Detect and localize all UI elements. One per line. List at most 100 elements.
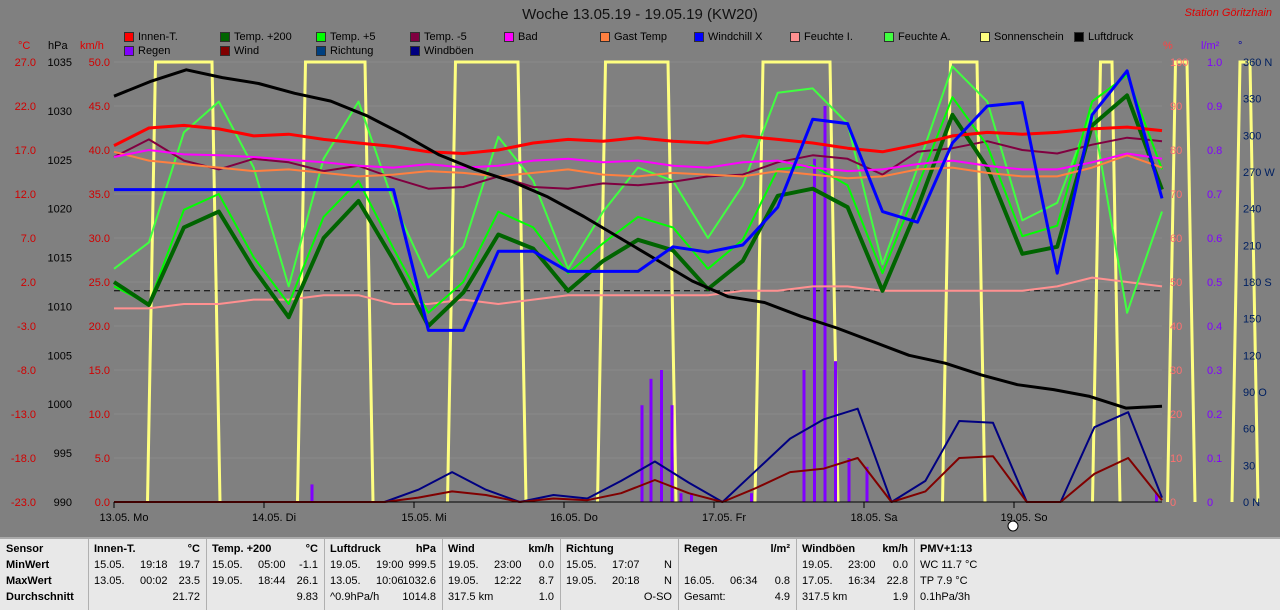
stat-cell: WC 11.7 °C bbox=[920, 559, 978, 571]
stat-row: 317.5 km 1.0 bbox=[448, 591, 554, 606]
dir-tick-label: 210 bbox=[1243, 240, 1261, 252]
sunshine-block bbox=[941, 60, 987, 503]
press-tick-label: 1020 bbox=[48, 204, 72, 216]
dir-tick-label: 60 bbox=[1243, 424, 1255, 436]
x-tick-label: 15.05. Mi bbox=[401, 512, 446, 524]
stat-cell: ^0.9hPa/h bbox=[330, 591, 380, 603]
temp-plus200-line bbox=[112, 93, 1164, 328]
rain-bar bbox=[1155, 493, 1158, 502]
temp-tick-label: 12.0 bbox=[15, 189, 36, 201]
stat-cell: 317.5 km bbox=[448, 591, 494, 603]
stat-cell: 00:02 bbox=[140, 575, 168, 587]
stat-cell: 20:18 bbox=[612, 575, 640, 587]
temp-tick-label: 17.0 bbox=[15, 145, 36, 157]
legend-item: Windchill X bbox=[694, 31, 762, 43]
chart-title: Woche 13.05.19 - 19.05.19 (KW20) bbox=[522, 6, 758, 23]
stat-cell: km/h bbox=[528, 543, 554, 555]
unit-dir: ° bbox=[1238, 40, 1243, 52]
stat-row: 16.05. 06:34 0.8 bbox=[684, 575, 790, 590]
unit-wind: km/h bbox=[80, 40, 104, 52]
press-tick-label: 1015 bbox=[48, 253, 72, 265]
dir-tick-label: 90 O bbox=[1243, 387, 1267, 399]
wind-tick-label: 35.0 bbox=[89, 189, 110, 201]
legend-item: Luftdruck bbox=[1074, 31, 1133, 43]
stat-cell: 19.05. bbox=[212, 575, 243, 587]
legend-item: Bad bbox=[504, 31, 538, 43]
wind-tick-label: 50.0 bbox=[89, 57, 110, 69]
unit-temp: °C bbox=[18, 40, 31, 52]
wind-tick-label: 10.0 bbox=[89, 409, 110, 421]
stat-cell: 19.7 bbox=[178, 559, 200, 571]
hum-tick-label: 40 bbox=[1170, 321, 1182, 333]
stat-row: 19.05. 20:18 N bbox=[566, 575, 672, 590]
stat-header: Windböen km/h bbox=[802, 543, 908, 558]
legend-swatch bbox=[124, 32, 134, 42]
rain-tick-label: 0.4 bbox=[1207, 321, 1222, 333]
legend-item: Wind bbox=[220, 45, 259, 57]
stat-cell: Regen bbox=[684, 543, 718, 555]
time-cursor-handle[interactable] bbox=[1007, 520, 1019, 532]
stat-header: Temp. +200 °C bbox=[212, 543, 318, 558]
rain-tick-label: 0 bbox=[1207, 497, 1213, 509]
hum-tick-label: 70 bbox=[1170, 189, 1182, 201]
innen-temp-line bbox=[113, 123, 1163, 155]
stat-cell: 19.05. bbox=[566, 575, 597, 587]
feuchte-aussen-line bbox=[113, 65, 1163, 314]
stat-cell: 05:00 bbox=[258, 559, 286, 571]
stat-cell: 19.05. bbox=[448, 559, 479, 571]
x-tick-label: 17.05. Fr bbox=[702, 512, 746, 524]
legend-item: Temp. +200 bbox=[220, 31, 292, 43]
rain-bar bbox=[834, 361, 837, 502]
sunshine-block bbox=[146, 60, 222, 503]
legend-item: Sonnenschein bbox=[980, 31, 1064, 43]
rain-tick-label: 0.3 bbox=[1207, 365, 1222, 377]
stat-cell: -1.1 bbox=[299, 559, 318, 571]
stat-row: 15.05. 05:00 -1.1 bbox=[212, 559, 318, 574]
bad-line bbox=[113, 149, 1163, 173]
legend-swatch bbox=[1074, 32, 1084, 42]
stat-cell: 317.5 km bbox=[802, 591, 848, 603]
rain-bar bbox=[640, 405, 644, 502]
stat-cell: hPa bbox=[415, 543, 436, 555]
press-tick-label: 1030 bbox=[48, 106, 72, 118]
stat-cell: PMV+1:13 bbox=[920, 543, 973, 555]
temp-tick-label: -3.0 bbox=[17, 321, 36, 333]
stat-cell: 16.05. bbox=[684, 575, 715, 587]
temp-plus5-line bbox=[113, 74, 1163, 314]
wind-tick-label: 40.0 bbox=[89, 145, 110, 157]
wind-tick-label: 20.0 bbox=[89, 321, 110, 333]
stat-cell: 19.05. bbox=[448, 575, 479, 587]
wind-tick-label: 5.0 bbox=[95, 453, 110, 465]
rain-tick-label: 1.0 bbox=[1207, 57, 1222, 69]
stat-row: 17.05. 16:34 22.8 bbox=[802, 575, 908, 590]
wind-tick-label: 45.0 bbox=[89, 101, 110, 113]
stat-row: MinWert bbox=[6, 559, 82, 574]
rain-bar bbox=[802, 370, 806, 502]
legend-label: Feuchte I. bbox=[804, 31, 853, 43]
legend-swatch bbox=[316, 46, 326, 56]
legend-swatch bbox=[410, 32, 420, 42]
legend-swatch bbox=[980, 32, 990, 42]
stat-block: Innen-T. °C 15.05. 19:18 19.7 13.05. 00:02 23.5… bbox=[88, 539, 207, 610]
stat-cell: 12:22 bbox=[494, 575, 522, 587]
dir-tick-label: 150 bbox=[1243, 314, 1261, 326]
stat-row: 9.83 bbox=[212, 591, 318, 606]
legend-swatch bbox=[600, 32, 610, 42]
stat-cell: 0.1hPa/3h bbox=[920, 591, 971, 603]
temp-tick-label: -8.0 bbox=[17, 365, 36, 377]
legend-item: Richtung bbox=[316, 45, 373, 57]
rain-bar bbox=[865, 466, 869, 502]
stat-block: Temp. +200 °C 15.05. 05:00 -1.1 19.05. 18:44 26… bbox=[206, 539, 325, 610]
stat-row: TP 7.9 °C bbox=[920, 575, 1274, 590]
stat-cell: 22.8 bbox=[886, 575, 908, 587]
stat-cell: 8.7 bbox=[538, 575, 554, 587]
legend-item: Temp. -5 bbox=[410, 31, 467, 43]
gast-temp-line bbox=[113, 150, 1163, 180]
hum-tick-label: 80 bbox=[1170, 145, 1182, 157]
stat-cell: km/h bbox=[882, 543, 908, 555]
wind-tick-label: 25.0 bbox=[89, 277, 110, 289]
rain-bar bbox=[670, 405, 674, 502]
rain-bar bbox=[660, 370, 663, 502]
stat-cell: 0.0 bbox=[892, 559, 908, 571]
legend-label: Luftdruck bbox=[1088, 31, 1134, 43]
